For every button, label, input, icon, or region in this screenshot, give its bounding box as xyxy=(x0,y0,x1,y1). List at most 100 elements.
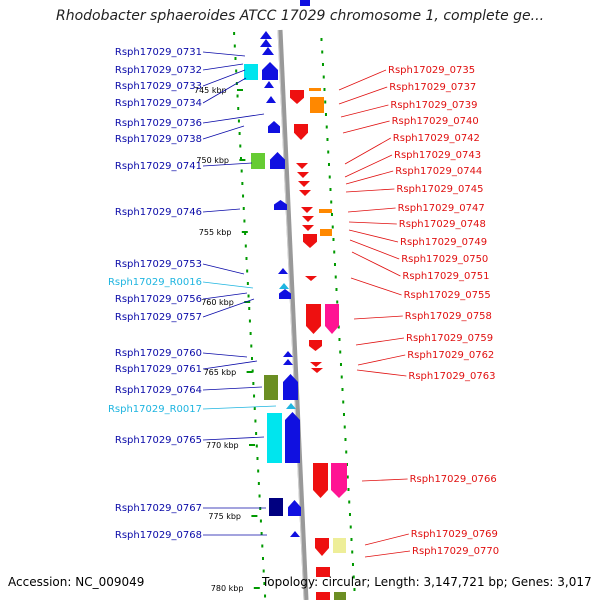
right-gene-label[interactable]: Rsph17029_0758 xyxy=(405,311,492,322)
right-gene-label[interactable]: Rsph17029_0744 xyxy=(395,166,482,177)
leader-line xyxy=(340,104,389,118)
ruler-dot xyxy=(257,482,260,485)
leader-line xyxy=(356,369,407,377)
leader-line xyxy=(345,188,395,193)
left-gene-label[interactable]: Rsph17029_0746 xyxy=(115,207,202,218)
right-gene-label[interactable]: Rsph17029_0770 xyxy=(412,546,499,557)
leader-line xyxy=(202,208,241,213)
ruler-track-left xyxy=(233,32,267,598)
gene-block xyxy=(320,229,332,236)
ruler-dot xyxy=(251,369,254,373)
leader-line xyxy=(202,162,253,167)
leader-line xyxy=(202,298,255,318)
leader-line xyxy=(344,154,393,178)
ruler-dot xyxy=(246,282,249,285)
left-gene-label[interactable]: Rsph17029_0767 xyxy=(115,503,202,514)
ruler-dot xyxy=(324,113,327,116)
left-gene-label[interactable]: Rsph17029_0734 xyxy=(115,98,202,109)
right-gene-labels: Rsph17029_0735 Rsph17029_0737 Rsph17029_07… xyxy=(388,65,499,557)
right-gene-label[interactable]: Rsph17029_0750 xyxy=(401,254,488,265)
left-gene-label[interactable]: Rsph17029_0768 xyxy=(115,530,202,541)
gene-block xyxy=(251,153,265,169)
leader-line xyxy=(357,354,406,366)
right-gene-label[interactable]: Rsph17029_0748 xyxy=(399,219,486,230)
gene-arrow xyxy=(274,200,287,210)
gene-arrow xyxy=(311,368,323,373)
right-gene-label[interactable]: Rsph17029_0759 xyxy=(406,333,493,344)
ruler-dot xyxy=(339,363,342,366)
ruler-dot xyxy=(350,538,353,541)
left-gene-label[interactable]: Rsph17029_0761 xyxy=(115,364,202,375)
leader-line xyxy=(361,478,408,482)
ruler-dot xyxy=(335,288,338,291)
right-gene-label[interactable]: Rsph17029_0743 xyxy=(394,150,481,161)
ruler-dot xyxy=(250,344,253,348)
left-gene-label[interactable]: Rsph17029_0764 xyxy=(115,385,202,396)
right-gene-label[interactable]: Rsph17029_0749 xyxy=(400,237,487,248)
right-gene-label[interactable]: Rsph17029_0751 xyxy=(402,271,489,282)
gene-arrow xyxy=(288,500,301,516)
left-gene-label[interactable]: Rsph17029_0753 xyxy=(115,259,202,270)
right-gene-label[interactable]: Rsph17029_0747 xyxy=(398,203,485,214)
right-gene-label[interactable]: Rsph17029_0763 xyxy=(408,371,495,382)
ruler-dot xyxy=(244,232,247,235)
gene-arrow xyxy=(315,538,329,556)
leader-line xyxy=(349,239,400,260)
gene-arrow xyxy=(303,234,317,248)
right-gene-label[interactable]: Rsph17029_0739 xyxy=(390,100,477,111)
left-gene-label[interactable]: Rsph17029_R0016 xyxy=(108,277,202,288)
kbp-tick-mark xyxy=(246,371,253,373)
left-gene-labels: Rsph17029_0731 Rsph17029_0732 Rsph17029_07… xyxy=(108,47,202,541)
right-gene-label[interactable]: Rsph17029_0742 xyxy=(393,133,480,144)
gene-block xyxy=(269,498,283,516)
ruler-dot xyxy=(263,582,266,585)
ruler-dot xyxy=(258,494,261,498)
left-gene-label[interactable]: Rsph17029_0741 xyxy=(115,161,202,172)
leader-line xyxy=(364,533,409,546)
gene-arrow xyxy=(279,289,291,299)
right-gene-label[interactable]: Rsph17029_0769 xyxy=(411,529,498,540)
leader-line xyxy=(202,51,246,57)
topology-text: Topology: circular; Length: 3,147,721 bp… xyxy=(262,575,592,589)
ruler-dot xyxy=(322,75,325,79)
left-gene-label[interactable]: Rsph17029_0765 xyxy=(115,435,202,446)
genome-backbone xyxy=(277,29,309,600)
gene-block xyxy=(267,413,282,463)
ruler-dot xyxy=(334,275,337,279)
right-gene-label[interactable]: Rsph17029_0762 xyxy=(407,350,494,361)
ruler-dot xyxy=(237,119,240,123)
left-gene-label[interactable]: Rsph17029_0760 xyxy=(115,348,202,359)
left-gene-label[interactable]: Rsph17029_0736 xyxy=(115,118,202,129)
gene-block xyxy=(300,0,310,6)
gene-arrow xyxy=(266,96,276,103)
ruler-dot xyxy=(261,544,264,548)
ruler-dot xyxy=(349,525,352,529)
right-gene-label[interactable]: Rsph17029_0745 xyxy=(396,184,483,195)
map-title: Rhodobacter sphaeroides ATCC 17029 chrom… xyxy=(55,8,545,24)
left-gene-label[interactable]: Rsph17029_0732 xyxy=(115,65,202,76)
right-gene-label[interactable]: Rsph17029_0735 xyxy=(388,65,475,76)
left-gene-label[interactable]: Rsph17029_0738 xyxy=(115,134,202,145)
ruler-dot xyxy=(330,200,333,204)
gene-arrow xyxy=(290,90,304,104)
ruler-dot xyxy=(348,500,351,504)
right-gene-label[interactable]: Rsph17029_0755 xyxy=(404,290,491,301)
ruler-dot xyxy=(254,419,257,423)
left-gene-label[interactable]: Rsph17029_0731 xyxy=(115,47,202,58)
ruler-dot xyxy=(253,394,256,398)
gene-arrow xyxy=(285,412,300,463)
kbp-tick-label: 760 kbp xyxy=(201,298,234,307)
left-gene-label[interactable]: Rsph17029_0756 xyxy=(115,294,202,305)
right-gene-label[interactable]: Rsph17029_0766 xyxy=(410,474,497,485)
left-gene-label[interactable]: Rsph17029_R0017 xyxy=(108,404,202,415)
right-gene-label[interactable]: Rsph17029_0740 xyxy=(392,116,479,127)
leader-line xyxy=(353,315,403,320)
left-gene-label[interactable]: Rsph17029_0757 xyxy=(115,312,202,323)
ruler-dot xyxy=(247,294,250,298)
ruler-dot xyxy=(353,588,356,591)
ruler-dot xyxy=(333,263,336,266)
leader-line xyxy=(344,137,391,165)
right-gene-label[interactable]: Rsph17029_0737 xyxy=(389,82,476,93)
left-gene-label[interactable]: Rsph17029_0733 xyxy=(115,81,202,92)
ruler-dot xyxy=(252,382,255,385)
